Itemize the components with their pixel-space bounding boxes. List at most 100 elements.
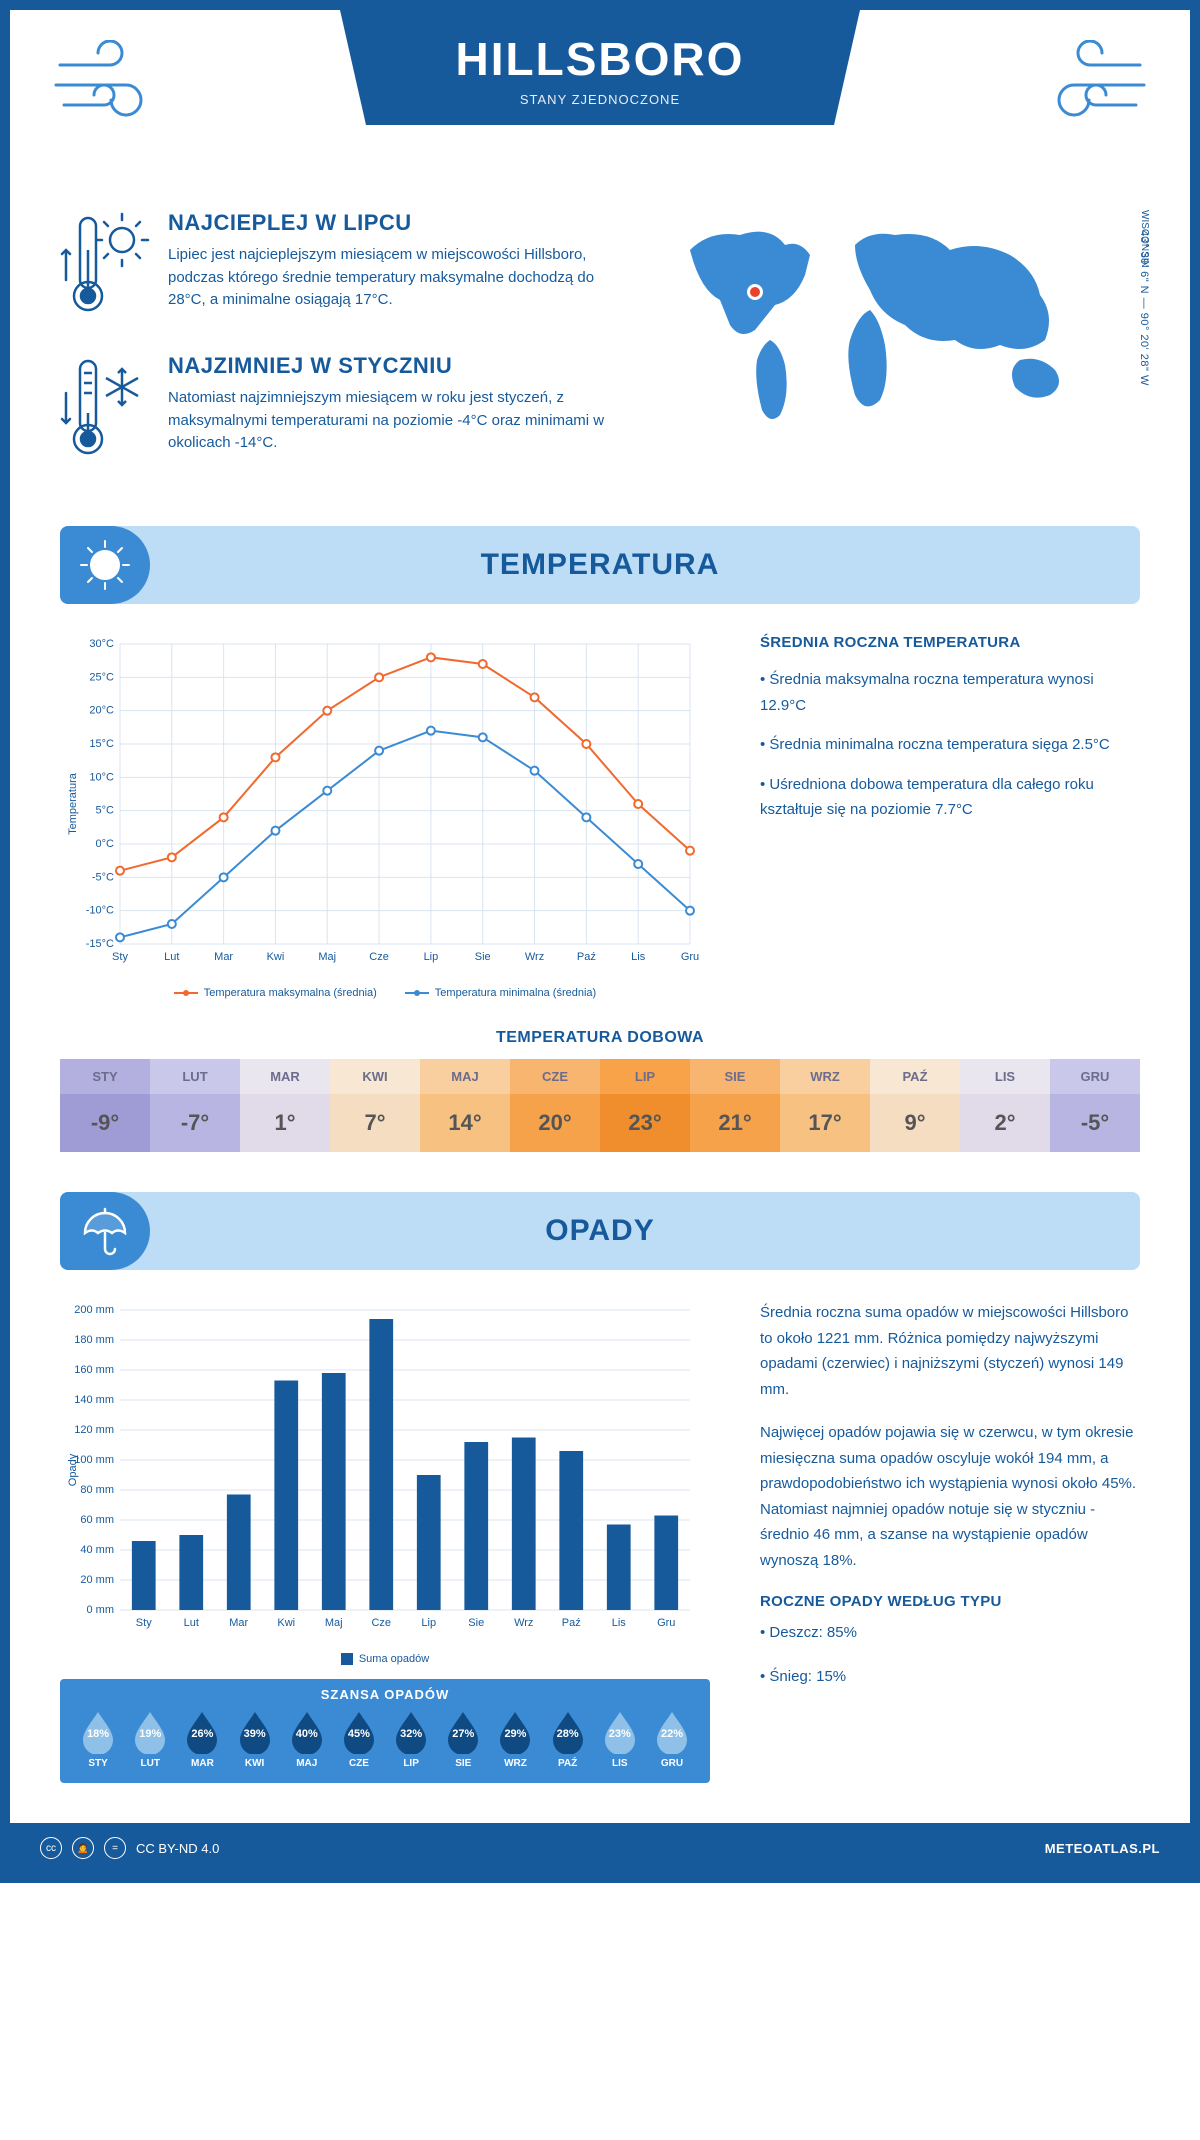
svg-text:5°C: 5°C xyxy=(96,805,115,817)
nd-icon: = xyxy=(104,1837,126,1859)
precip-chart: 0 mm20 mm40 mm60 mm80 mm100 mm120 mm140 … xyxy=(60,1300,710,1783)
temp-cell: MAR 1° xyxy=(240,1059,330,1152)
fact-warm-title: NAJCIEPLEJ W LIPCU xyxy=(168,210,620,236)
svg-text:0°C: 0°C xyxy=(96,838,115,850)
drop-item: 19% LUT xyxy=(124,1710,176,1769)
svg-text:Sie: Sie xyxy=(475,951,491,963)
wind-icon xyxy=(1040,40,1150,135)
svg-text:Sie: Sie xyxy=(468,1617,484,1629)
svg-text:-10°C: -10°C xyxy=(86,905,114,917)
svg-text:Lis: Lis xyxy=(612,1617,627,1629)
drop-item: 18% STY xyxy=(72,1710,124,1769)
svg-text:Cze: Cze xyxy=(369,951,389,963)
svg-text:Lip: Lip xyxy=(421,1617,436,1629)
temp-cell: LIP 23° xyxy=(600,1059,690,1152)
svg-text:Lut: Lut xyxy=(164,951,179,963)
drop-item: 40% MAJ xyxy=(281,1710,333,1769)
svg-text:Cze: Cze xyxy=(371,1617,391,1629)
drop-item: 39% KWI xyxy=(229,1710,281,1769)
svg-text:Sty: Sty xyxy=(136,1617,152,1629)
page-frame: HILLSBORO STANY ZJEDNOCZONE NAJCIEPLEJ W… xyxy=(0,0,1200,1883)
svg-text:Kwi: Kwi xyxy=(267,951,285,963)
temp-cell: MAJ 14° xyxy=(420,1059,510,1152)
svg-text:30°C: 30°C xyxy=(89,638,114,650)
drop-item: 27% SIE xyxy=(437,1710,489,1769)
temp-cell: WRZ 17° xyxy=(780,1059,870,1152)
section-temperature-header: TEMPERATURA xyxy=(60,526,1140,604)
chance-of-precip: SZANSA OPADÓW 18% STY 19% LUT 26% MAR 3 xyxy=(60,1679,710,1783)
svg-text:60 mm: 60 mm xyxy=(80,1514,114,1526)
drop-item: 26% MAR xyxy=(176,1710,228,1769)
brand: METEOATLAS.PL xyxy=(1045,1841,1160,1856)
svg-text:Sty: Sty xyxy=(112,951,128,963)
svg-text:180 mm: 180 mm xyxy=(74,1334,114,1346)
chance-title: SZANSA OPADÓW xyxy=(72,1687,698,1702)
city-title: HILLSBORO xyxy=(340,32,860,86)
svg-text:10°C: 10°C xyxy=(89,771,114,783)
coordinates: 43° 39' 6" N — 90° 20' 28" W xyxy=(1138,230,1150,386)
svg-text:Gru: Gru xyxy=(657,1617,675,1629)
wind-icon xyxy=(50,40,160,135)
svg-text:Lut: Lut xyxy=(184,1617,199,1629)
svg-text:40 mm: 40 mm xyxy=(80,1544,114,1556)
temp-cell: GRU -5° xyxy=(1050,1059,1140,1152)
svg-text:20°C: 20°C xyxy=(89,705,114,717)
temp-summary: ŚREDNIA ROCZNA TEMPERATURA • Średnia mak… xyxy=(760,634,1140,999)
svg-text:Maj: Maj xyxy=(318,951,336,963)
temperature-chart: -15°C-10°C-5°C0°C5°C10°C15°C20°C25°C30°C… xyxy=(60,634,710,999)
drop-item: 22% GRU xyxy=(646,1710,698,1769)
thermometer-sun-icon xyxy=(60,210,150,325)
svg-text:120 mm: 120 mm xyxy=(74,1424,114,1436)
svg-text:140 mm: 140 mm xyxy=(74,1394,114,1406)
precip-summary: Średnia roczna suma opadów w miejscowośc… xyxy=(760,1300,1140,1783)
temp-side-heading: ŚREDNIA ROCZNA TEMPERATURA xyxy=(760,634,1140,651)
temp-legend: Temperatura maksymalna (średnia) Tempera… xyxy=(60,987,710,999)
drop-item: 28% PAŹ xyxy=(542,1710,594,1769)
section-precip-title: OPADY xyxy=(60,1214,1140,1248)
fact-cold-title: NAJZIMNIEJ W STYCZNIU xyxy=(168,353,620,379)
precip-type-heading: ROCZNE OPADY WEDŁUG TYPU xyxy=(760,1593,1140,1610)
umbrella-icon xyxy=(60,1192,150,1270)
drop-item: 32% LIP xyxy=(385,1710,437,1769)
svg-text:Temperatura: Temperatura xyxy=(67,772,79,835)
svg-text:-5°C: -5°C xyxy=(92,871,114,883)
world-map: WISCONSIN 43° 39' 6" N — 90° 20' 28" W xyxy=(660,210,1140,496)
drop-item: 29% WRZ xyxy=(489,1710,541,1769)
country-subtitle: STANY ZJEDNOCZONE xyxy=(340,92,860,107)
fact-warm-body: Lipiec jest najcieplejszym miesiącem w m… xyxy=(168,244,620,312)
by-icon: 🙍 xyxy=(72,1837,94,1859)
svg-text:Mar: Mar xyxy=(214,951,233,963)
precip-legend: Suma opadów xyxy=(60,1653,710,1665)
footer: cc 🙍 = CC BY-ND 4.0 METEOATLAS.PL xyxy=(10,1823,1190,1873)
intro-row: NAJCIEPLEJ W LIPCU Lipiec jest najcieple… xyxy=(60,210,1140,496)
license-text: CC BY-ND 4.0 xyxy=(136,1841,219,1856)
svg-text:25°C: 25°C xyxy=(89,671,114,683)
section-temp-title: TEMPERATURA xyxy=(60,548,1140,582)
svg-text:160 mm: 160 mm xyxy=(74,1364,114,1376)
svg-text:Paź: Paź xyxy=(562,1617,581,1629)
content: NAJCIEPLEJ W LIPCU Lipiec jest najcieple… xyxy=(10,180,1190,1823)
title-banner: HILLSBORO STANY ZJEDNOCZONE xyxy=(340,10,860,125)
drop-item: 45% CZE xyxy=(333,1710,385,1769)
fact-coldest: NAJZIMNIEJ W STYCZNIU Natomiast najzimni… xyxy=(60,353,620,468)
svg-text:Maj: Maj xyxy=(325,1617,343,1629)
svg-text:0 mm: 0 mm xyxy=(87,1604,115,1616)
svg-text:Kwi: Kwi xyxy=(277,1617,295,1629)
temp-cell: SIE 21° xyxy=(690,1059,780,1152)
temp-cell: LUT -7° xyxy=(150,1059,240,1152)
svg-text:-15°C: -15°C xyxy=(86,938,114,950)
svg-text:Mar: Mar xyxy=(229,1617,248,1629)
fact-cold-body: Natomiast najzimniejszym miesiącem w rok… xyxy=(168,387,620,455)
sun-icon xyxy=(60,526,150,604)
svg-text:Wrz: Wrz xyxy=(525,951,544,963)
thermometer-snow-icon xyxy=(60,353,150,468)
svg-text:100 mm: 100 mm xyxy=(74,1454,114,1466)
svg-text:Lip: Lip xyxy=(424,951,439,963)
header: HILLSBORO STANY ZJEDNOCZONE xyxy=(10,10,1190,180)
cc-icon: cc xyxy=(40,1837,62,1859)
section-precip-header: OPADY xyxy=(60,1192,1140,1270)
svg-text:Opady: Opady xyxy=(67,1453,79,1486)
daily-temp-title: TEMPERATURA DOBOWA xyxy=(60,1029,1140,1047)
temp-cell: STY -9° xyxy=(60,1059,150,1152)
drop-item: 23% LIS xyxy=(594,1710,646,1769)
